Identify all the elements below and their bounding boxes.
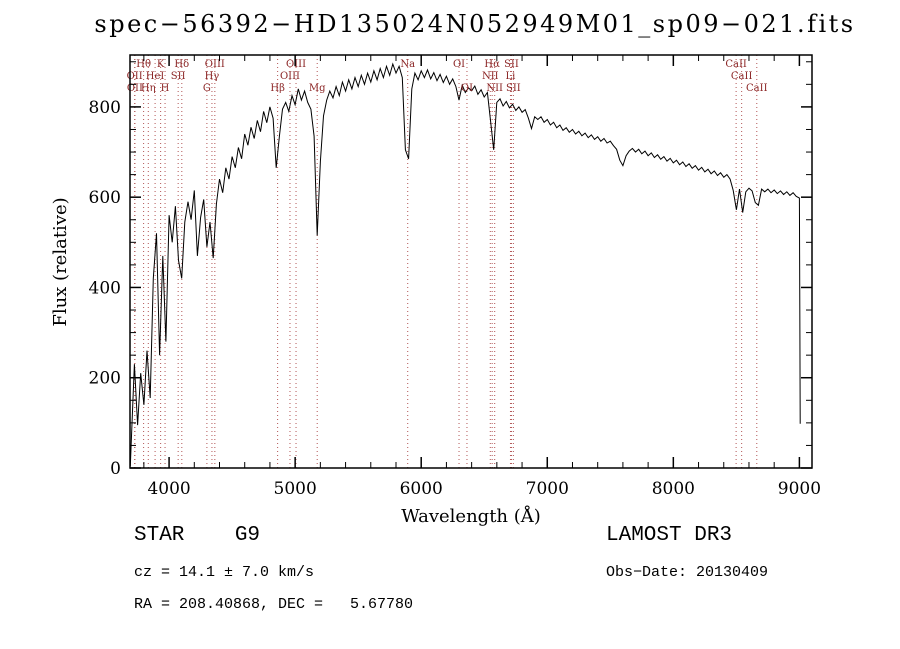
spectral-line-label: CaII <box>725 59 747 70</box>
x-tick-label: 6000 <box>400 479 443 499</box>
spectral-line-label: OI <box>461 83 473 94</box>
spectral-line-label: Hη <box>141 83 156 94</box>
object-classification: STAR G9 <box>134 524 261 547</box>
coordinates: RA = 208.40868, DEC = 5.67780 <box>134 596 414 613</box>
x-tick-label: 8000 <box>652 479 695 499</box>
spectral-line-label: Hβ <box>270 83 285 94</box>
spectral-line-label: NII <box>482 71 499 82</box>
spectral-line-label: SII <box>171 71 186 82</box>
spectral-line-label: CaII <box>731 71 753 82</box>
spectral-line-label: OIII <box>286 59 306 70</box>
y-tick-label: 0 <box>110 459 121 479</box>
spectrum-curve <box>129 62 801 467</box>
spectral-line-label: Hθ <box>136 59 151 70</box>
spectral-line-label: H <box>161 83 170 94</box>
spectral-line-label: OI <box>453 59 465 70</box>
x-axis-label: Wavelength (Å) <box>401 505 541 527</box>
spectral-line-label: OII <box>127 83 143 94</box>
spectral-line-label: Hα <box>484 59 500 70</box>
y-tick-label: 200 <box>89 369 121 389</box>
y-axis-label: Flux (relative) <box>50 197 71 326</box>
y-tick-label: 600 <box>89 188 121 208</box>
spectral-line-label: NII <box>486 83 503 94</box>
spectral-line-label: OIII <box>205 59 225 70</box>
radial-velocity: cz = 14.1 ± 7.0 km/s <box>134 564 315 581</box>
x-tick-label: 4000 <box>147 479 190 499</box>
plot-frame <box>129 54 813 469</box>
spectral-line-label: Na <box>400 59 415 70</box>
spectral-line-label: SII <box>504 59 519 70</box>
spectral-line-label: HeI <box>146 71 165 82</box>
x-tick-label: 9000 <box>778 479 821 499</box>
y-tick-label: 800 <box>89 98 121 118</box>
spectral-line-label: Mg <box>309 83 326 94</box>
observation-date: Obs−Date: 20130409 <box>606 564 769 581</box>
spectrum-title: spec−56392−HD135024N052949M01_sp09−021.f… <box>94 10 856 38</box>
spectral-line-label: Hδ <box>174 59 189 70</box>
survey-release: LAMOST DR3 <box>606 524 733 547</box>
spectral-line-label: SII <box>506 83 521 94</box>
spectral-line-label: K <box>157 59 165 70</box>
x-tick-label: 5000 <box>274 479 317 499</box>
spectral-line-label: OIII <box>280 71 300 82</box>
y-tick-label: 400 <box>89 278 121 298</box>
x-tick-label: 7000 <box>526 479 569 499</box>
spectral-line-label: G <box>203 83 211 94</box>
spectral-line-label: Li <box>506 71 516 82</box>
spectral-line-label: CaII <box>746 83 768 94</box>
spectral-line-label: OII <box>127 71 143 82</box>
spectral-line-label: Hγ <box>205 71 220 82</box>
